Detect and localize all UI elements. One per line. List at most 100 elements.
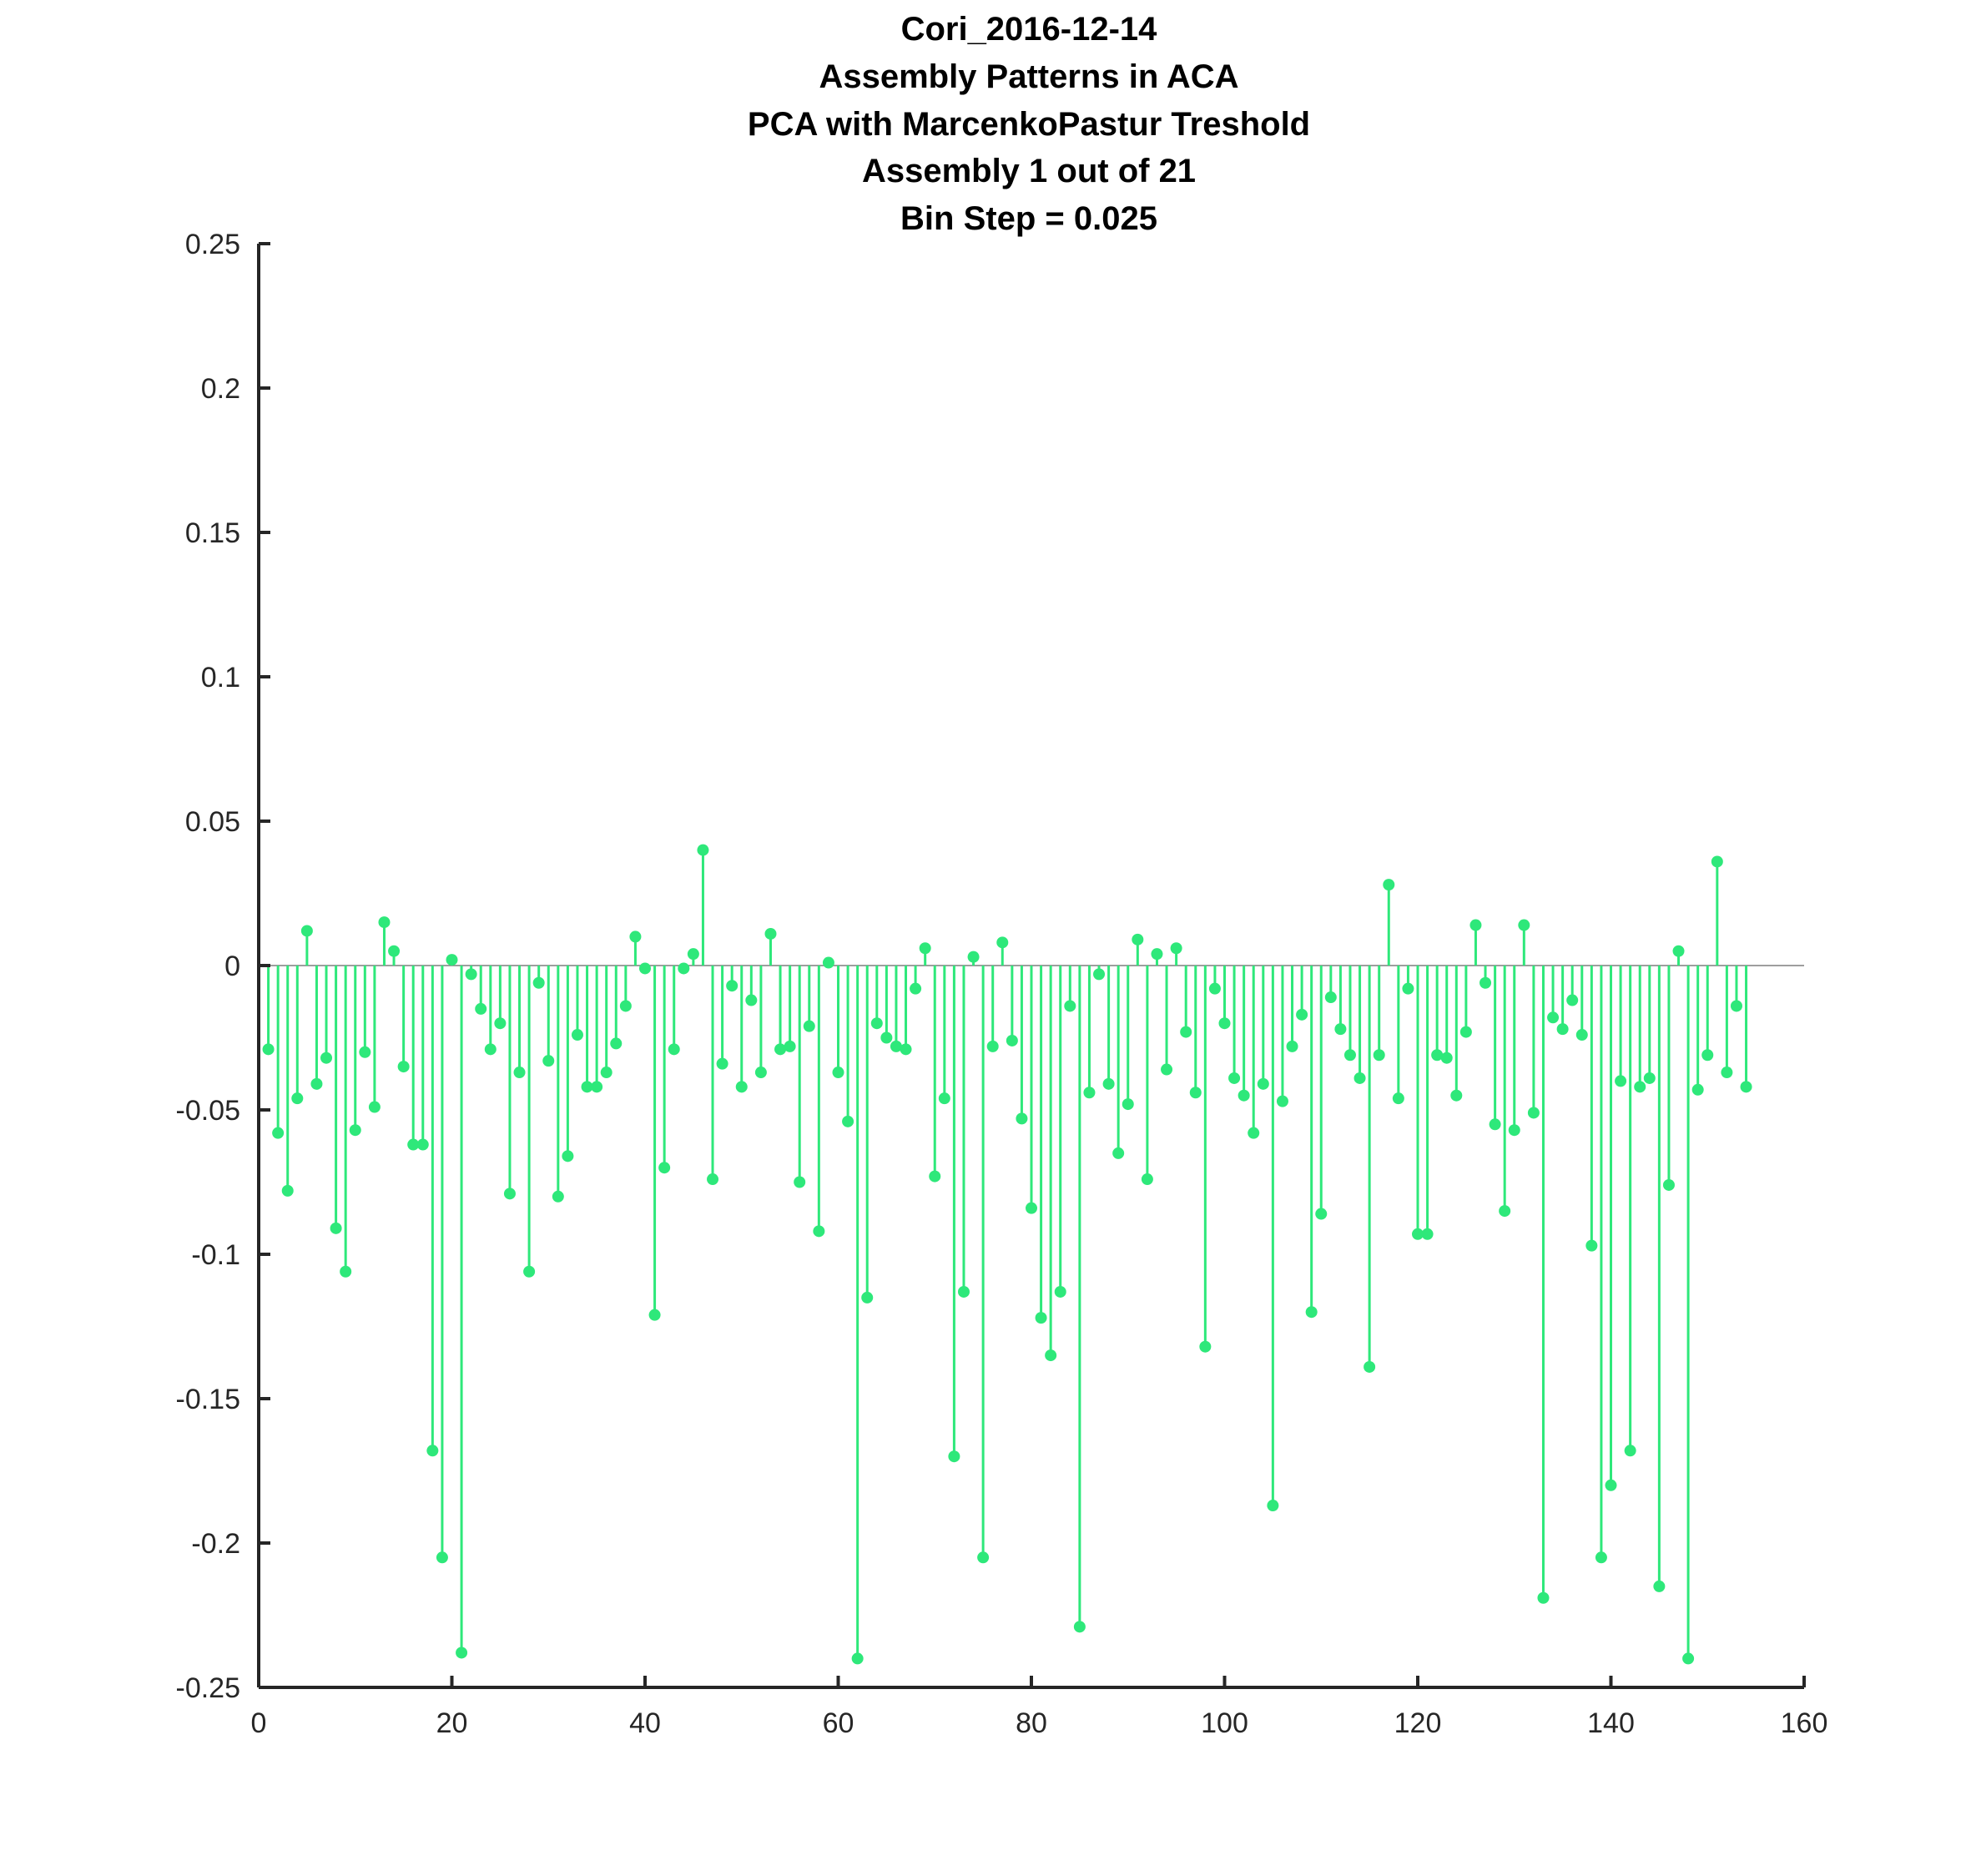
stem-point — [707, 966, 719, 1186]
stem-point — [803, 966, 815, 1032]
stem-point — [1132, 933, 1144, 966]
stem-marker — [707, 1173, 719, 1186]
x-tick-label: 160 — [1781, 1707, 1828, 1739]
stem-point — [523, 966, 536, 1278]
stem-marker — [1170, 942, 1182, 955]
chart-title: Cori_2016-12-14 Assembly Patterns in ACA… — [748, 11, 1310, 237]
stem-marker — [967, 951, 980, 963]
stem-point — [397, 966, 410, 1073]
stem-marker — [1595, 1551, 1607, 1564]
stem-point — [658, 966, 671, 1174]
stem-marker — [764, 927, 777, 940]
y-tick-label: -0.15 — [176, 1384, 241, 1415]
stem-point — [764, 927, 777, 966]
stem-marker — [1691, 1083, 1704, 1096]
stem-marker — [436, 1551, 448, 1564]
stem-marker — [1615, 1075, 1627, 1087]
stem-point — [436, 966, 448, 1564]
stem-marker — [929, 1170, 941, 1183]
stem-point — [1527, 966, 1540, 1119]
stem-point — [1006, 966, 1018, 1046]
stem-marker — [1392, 1092, 1404, 1105]
stem-point — [910, 966, 922, 995]
stem-point — [426, 966, 439, 1457]
stem-marker — [407, 1138, 420, 1151]
stem-point — [1353, 966, 1366, 1084]
y-tick-label: -0.1 — [191, 1239, 240, 1271]
stem-point — [880, 966, 893, 1044]
stem-marker — [900, 1043, 912, 1056]
stem-marker — [880, 1031, 893, 1044]
stem-point — [977, 966, 990, 1564]
stem-point — [484, 966, 497, 1056]
stem-point — [1276, 966, 1288, 1107]
stem-point — [1701, 966, 1714, 1062]
stem-marker — [1518, 919, 1530, 931]
stem-marker — [532, 976, 545, 989]
stem-marker — [697, 844, 709, 856]
stem-marker — [1248, 1127, 1260, 1139]
stem-marker — [1132, 933, 1144, 946]
stem-point — [1672, 945, 1685, 966]
stem-marker — [1459, 1026, 1472, 1038]
stem-point — [1469, 919, 1482, 966]
stem-marker — [1257, 1077, 1269, 1090]
stem-point — [1093, 966, 1106, 981]
stem-point — [1740, 966, 1752, 1093]
stem-point — [465, 966, 477, 981]
stem-point — [532, 966, 545, 989]
title-line-4: Assembly 1 out of 21 — [862, 153, 1196, 189]
stem-point — [697, 844, 709, 966]
stem-marker — [1083, 1087, 1096, 1099]
stem-point — [1073, 966, 1086, 1633]
stem-point — [1161, 966, 1173, 1076]
x-tick-label: 120 — [1394, 1707, 1442, 1739]
stem-point — [1518, 919, 1530, 966]
stem-marker — [1208, 982, 1221, 995]
stem-point — [774, 966, 787, 1056]
stem-marker — [1556, 1023, 1569, 1036]
stem-marker — [678, 962, 690, 975]
stem-point — [475, 966, 487, 1015]
stem-point — [1556, 966, 1569, 1036]
stem-marker — [658, 1162, 671, 1174]
stem-point — [1257, 966, 1269, 1090]
stem-point — [1499, 966, 1511, 1218]
stem-point — [1315, 966, 1328, 1220]
stem-marker — [803, 1020, 815, 1032]
stem-marker — [1547, 1011, 1560, 1024]
stem-marker — [1141, 1173, 1153, 1186]
stem-marker — [1711, 855, 1723, 868]
stem-point — [1151, 948, 1163, 966]
title-line-3: PCA with MarcenkoPastur Treshold — [748, 106, 1310, 143]
stem-marker — [1102, 1077, 1115, 1090]
stem-marker — [1499, 1205, 1511, 1218]
stem-point — [494, 966, 507, 1030]
stem-marker — [310, 1077, 323, 1090]
stem-point — [832, 966, 844, 1079]
stem-marker — [1006, 1034, 1018, 1046]
stem-marker — [629, 930, 642, 943]
stem-marker — [1624, 1445, 1636, 1457]
stem-marker — [475, 1002, 487, 1015]
stem-marker — [774, 1043, 787, 1056]
stem-point — [1459, 966, 1472, 1038]
stem-point — [1228, 966, 1241, 1084]
y-tick-label: -0.05 — [176, 1095, 241, 1127]
stem-point — [291, 966, 304, 1105]
stem-marker — [938, 1092, 950, 1105]
stem-point — [919, 942, 931, 966]
stem-marker — [1469, 919, 1482, 931]
title-line-2: Assembly Patterns in ACA — [819, 58, 1238, 95]
x-tick-label: 0 — [251, 1707, 267, 1739]
title-line-1: Cori_2016-12-14 — [901, 11, 1158, 48]
title-line-5: Bin Step = 0.025 — [900, 200, 1157, 237]
stem-marker — [1450, 1089, 1463, 1102]
stem-marker — [784, 1040, 796, 1052]
stem-point — [1402, 966, 1414, 995]
stem-marker — [1324, 991, 1337, 1004]
stem-marker — [648, 1309, 661, 1321]
stem-marker — [416, 1138, 429, 1151]
stem-marker — [1353, 1072, 1366, 1084]
stem-point — [842, 966, 854, 1127]
